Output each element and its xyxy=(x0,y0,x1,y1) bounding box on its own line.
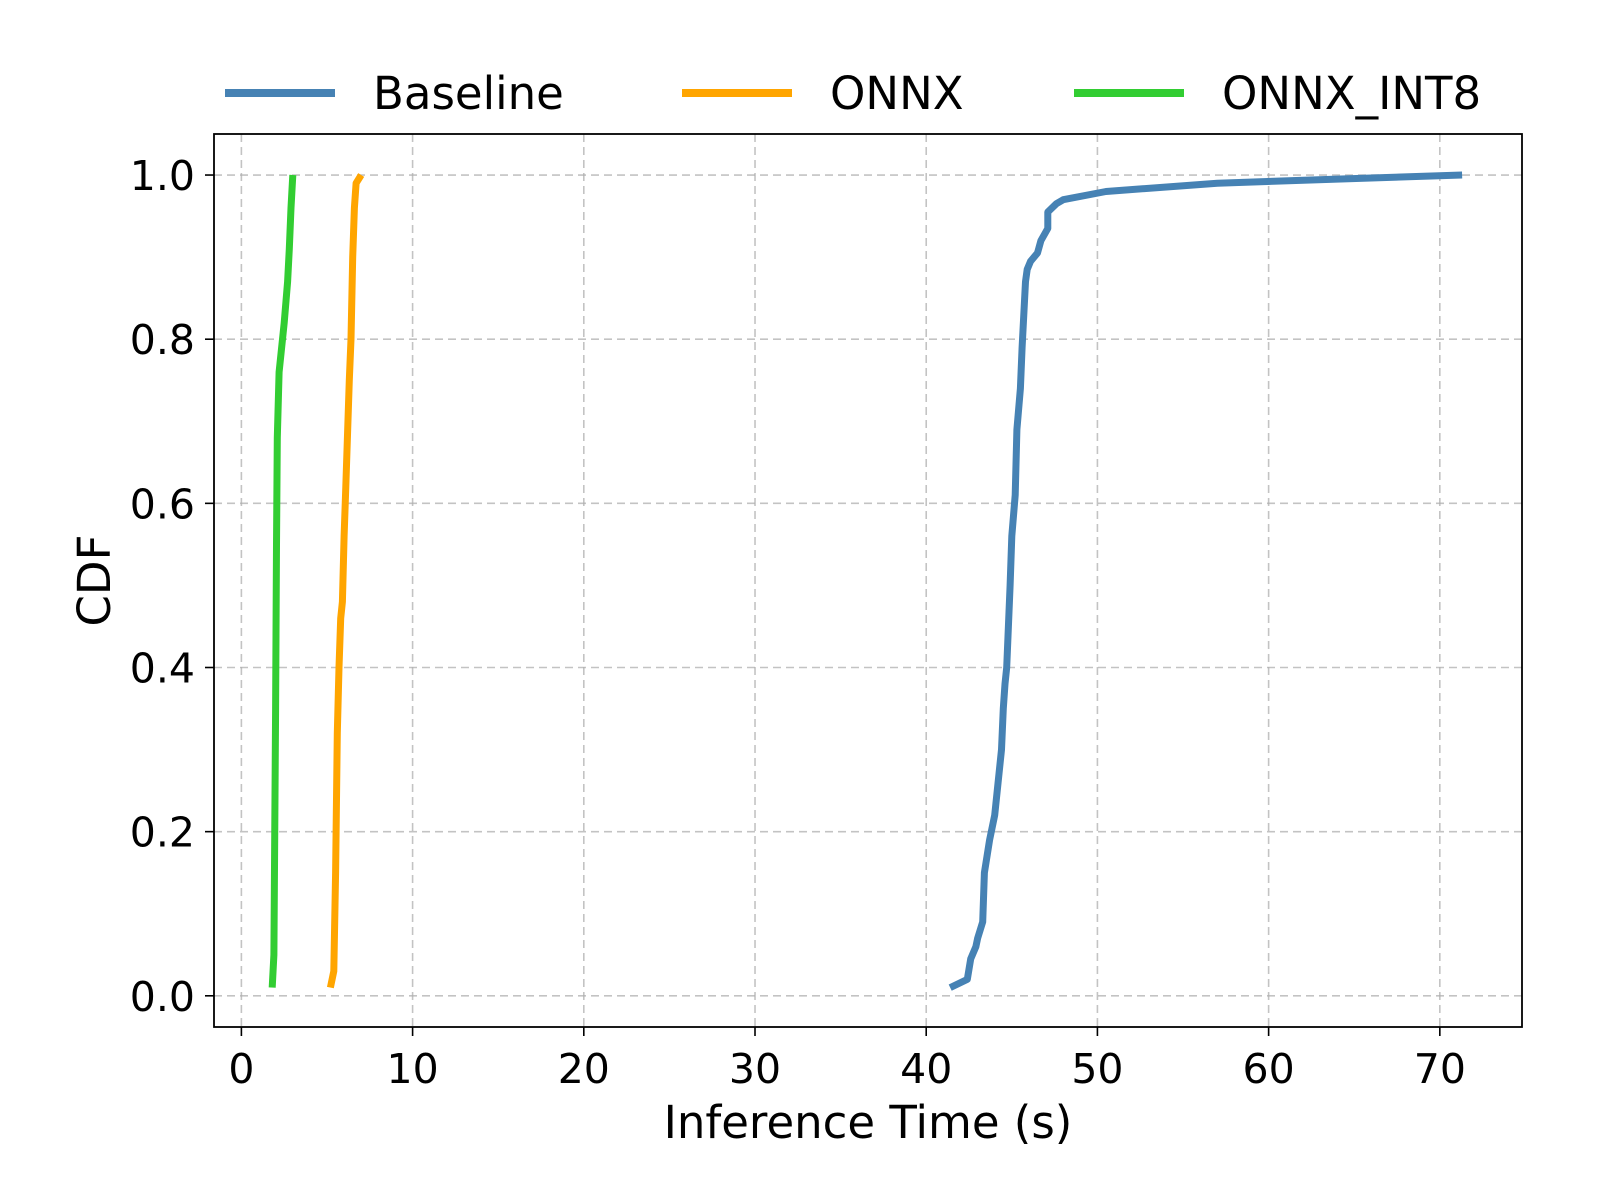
y-tick-label: 0.6 xyxy=(130,480,195,528)
y-axis-ticks: 0.0 0.2 0.4 0.6 0.8 1.0 xyxy=(130,152,214,1021)
x-tick-label: 30 xyxy=(729,1045,781,1093)
series-line-onnx-int8 xyxy=(268,174,297,988)
legend-label: Baseline xyxy=(373,67,564,120)
y-axis-label: CDF xyxy=(68,535,121,627)
legend-label: ONNX xyxy=(830,67,964,120)
plot-area-frame xyxy=(213,133,1523,1028)
series-line-onnx xyxy=(326,173,365,989)
y-tick-label: 0.8 xyxy=(130,316,195,364)
x-tick-label: 70 xyxy=(1414,1045,1466,1093)
series-line-baseline xyxy=(948,171,1463,991)
x-axis-label: Inference Time (s) xyxy=(664,1096,1073,1149)
x-tick-label: 10 xyxy=(387,1045,439,1093)
x-tick-label: 0 xyxy=(228,1045,254,1093)
legend-label: ONNX_INT8 xyxy=(1222,67,1481,120)
x-tick-label: 50 xyxy=(1071,1045,1123,1093)
y-tick-label: 0.4 xyxy=(130,645,195,693)
y-tick-label: 0.2 xyxy=(130,809,195,857)
legend: Baseline ONNX ONNX_INT8 xyxy=(225,67,1481,120)
x-axis-ticks: 0 10 20 30 40 50 60 70 xyxy=(228,1027,1466,1093)
y-tick-label: 1.0 xyxy=(130,152,195,200)
grid-lines xyxy=(214,134,1522,1027)
y-tick-label: 0.0 xyxy=(130,973,195,1021)
x-tick-label: 40 xyxy=(900,1045,952,1093)
series-lines xyxy=(268,171,1463,991)
x-tick-label: 20 xyxy=(558,1045,610,1093)
x-tick-label: 60 xyxy=(1243,1045,1295,1093)
